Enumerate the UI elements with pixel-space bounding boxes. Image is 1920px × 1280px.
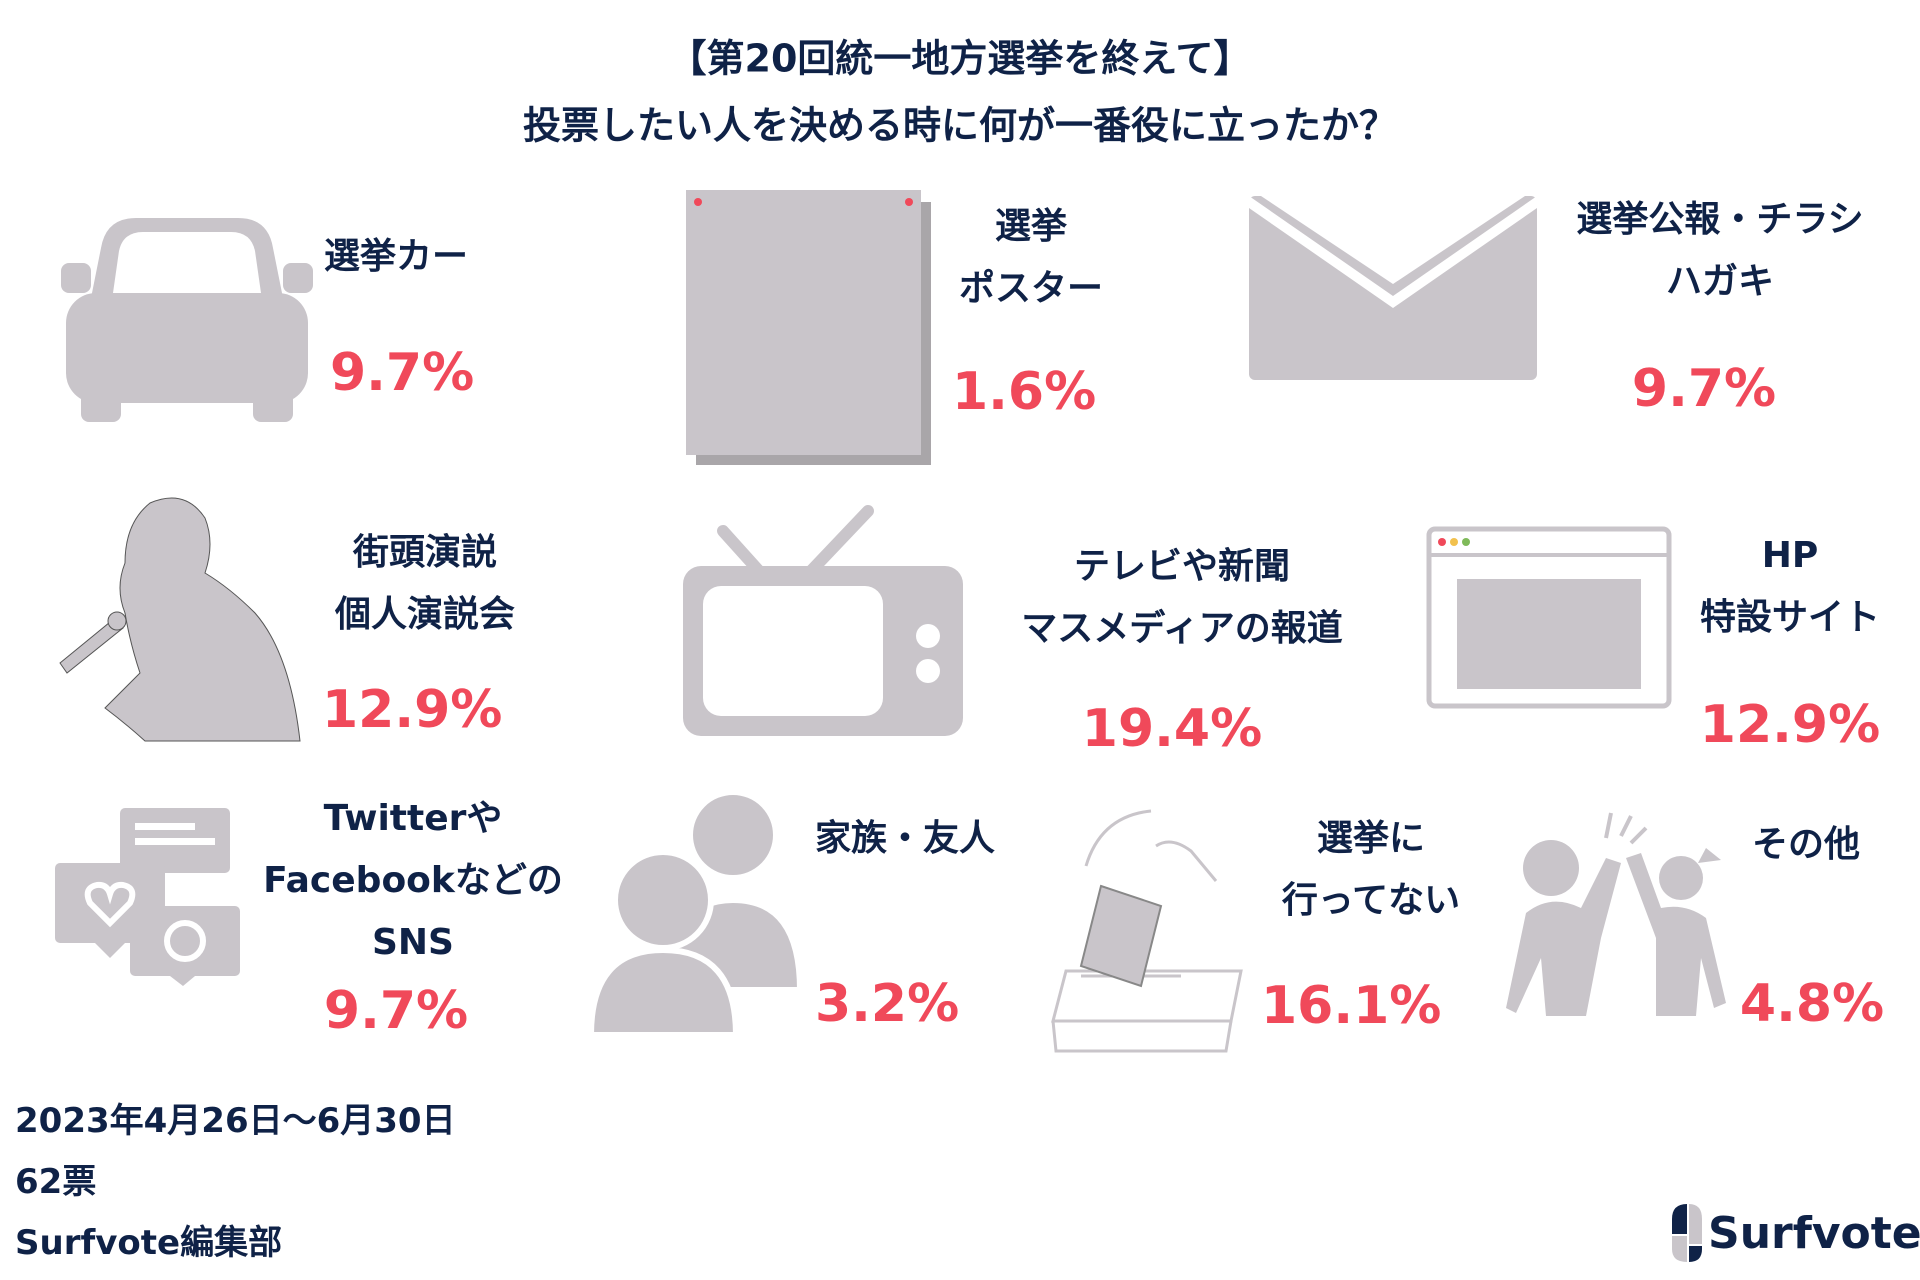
item-label: 選挙に 行ってない [1281, 818, 1461, 921]
item-label: その他 [1751, 824, 1861, 865]
item-label: 家族・友人 [815, 818, 996, 859]
item-label: 街頭演説 個人演説会 [334, 532, 516, 635]
surfvote-logo: Surfvote [1672, 1204, 1920, 1262]
item-percent: 1.6% [952, 362, 1097, 422]
people-icon [587, 789, 804, 1038]
item-percent: 9.7% [330, 343, 475, 403]
title-line-2: 投票したい人を決める時に何が一番役に立ったか？ [522, 103, 1398, 148]
logo-text: Surfvote [1708, 1207, 1920, 1259]
social-media-icon [55, 808, 240, 986]
speaker-icon [59, 497, 301, 742]
tv-icon [683, 505, 963, 736]
item-label: 選挙 ポスター [958, 206, 1104, 309]
envelope-icon [1249, 196, 1537, 380]
surfvote-logo-mark-icon [1672, 1204, 1702, 1262]
item-label: HP 特設サイト [1699, 535, 1881, 638]
item-percent: 16.1% [1261, 976, 1442, 1036]
car-icon [61, 218, 313, 422]
item-percent: 4.8% [1739, 974, 1885, 1034]
item-label: 選挙公報・チラシ ハガキ [1576, 199, 1864, 302]
survey-period: 2023年4月26日〜6月30日 [15, 1101, 456, 1141]
title-line-1: 【第20回統一地方選挙を終えて】 [668, 36, 1252, 81]
item-percent: 9.7% [323, 981, 469, 1041]
vote-count: 62票 [15, 1162, 97, 1202]
item-label: 選挙カー [324, 236, 469, 277]
item-percent: 19.4% [1081, 699, 1263, 759]
item-percent: 12.9% [322, 680, 503, 740]
item-percent: 3.2% [815, 974, 960, 1034]
poster-icon [686, 190, 931, 465]
editor-credit: Surfvote編集部 [15, 1223, 283, 1263]
item-label: テレビや新聞 マスメディアの報道 [1021, 546, 1343, 649]
ballot-box-icon [1051, 809, 1243, 1053]
item-percent: 9.7% [1631, 359, 1777, 419]
item-percent: 12.9% [1699, 695, 1881, 755]
high-five-icon [1506, 812, 1726, 1016]
browser-icon [1426, 526, 1672, 709]
item-label: Twitterや Facebookなどの SNS [263, 798, 563, 963]
footer-info: 2023年4月26日〜6月30日 62票 Surfvote編集部 [15, 1091, 456, 1274]
